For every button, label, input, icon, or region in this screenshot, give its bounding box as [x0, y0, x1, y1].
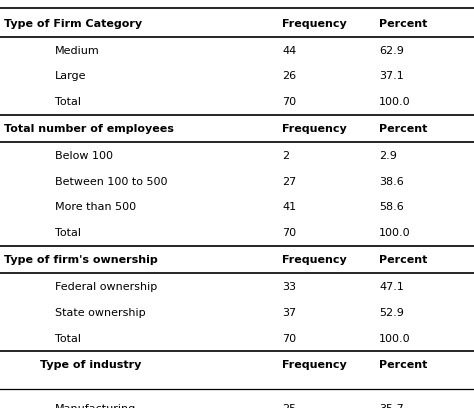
- Text: Medium: Medium: [55, 46, 99, 56]
- Text: 37: 37: [282, 308, 296, 318]
- Text: 33: 33: [282, 282, 296, 292]
- Text: Type of Firm Category: Type of Firm Category: [4, 19, 142, 29]
- Text: Total: Total: [55, 228, 81, 238]
- Text: Federal ownership: Federal ownership: [55, 282, 157, 292]
- Text: 52.9: 52.9: [379, 308, 404, 318]
- Text: Total: Total: [55, 97, 81, 107]
- Text: Percent: Percent: [379, 361, 428, 370]
- Text: 38.6: 38.6: [379, 177, 404, 187]
- Text: 70: 70: [282, 97, 296, 107]
- Text: Below 100: Below 100: [55, 151, 112, 161]
- Text: 47.1: 47.1: [379, 282, 404, 292]
- Text: Frequency: Frequency: [282, 124, 347, 134]
- Text: More than 500: More than 500: [55, 202, 136, 213]
- Text: Type of industry: Type of industry: [40, 361, 142, 370]
- Text: 25: 25: [282, 404, 296, 408]
- Text: 27: 27: [282, 177, 296, 187]
- Text: Large: Large: [55, 71, 86, 82]
- Text: Frequency: Frequency: [282, 19, 347, 29]
- Text: Total: Total: [55, 333, 81, 344]
- Text: Type of firm's ownership: Type of firm's ownership: [4, 255, 157, 265]
- Text: 100.0: 100.0: [379, 228, 411, 238]
- Text: State ownership: State ownership: [55, 308, 145, 318]
- Text: Total number of employees: Total number of employees: [4, 124, 173, 134]
- Text: 2.9: 2.9: [379, 151, 397, 161]
- Text: 37.1: 37.1: [379, 71, 404, 82]
- Text: 70: 70: [282, 228, 296, 238]
- Text: 100.0: 100.0: [379, 333, 411, 344]
- Text: 100.0: 100.0: [379, 97, 411, 107]
- Text: Frequency: Frequency: [282, 255, 347, 265]
- Text: 35.7: 35.7: [379, 404, 404, 408]
- Text: 44: 44: [282, 46, 296, 56]
- Text: Frequency: Frequency: [282, 361, 347, 370]
- Text: 26: 26: [282, 71, 296, 82]
- Text: Percent: Percent: [379, 124, 428, 134]
- Text: 41: 41: [282, 202, 296, 213]
- Text: Percent: Percent: [379, 19, 428, 29]
- Text: Between 100 to 500: Between 100 to 500: [55, 177, 167, 187]
- Text: 70: 70: [282, 333, 296, 344]
- Text: 58.6: 58.6: [379, 202, 404, 213]
- Text: 2: 2: [282, 151, 289, 161]
- Text: Percent: Percent: [379, 255, 428, 265]
- Text: Manufacturing: Manufacturing: [55, 404, 136, 408]
- Text: 62.9: 62.9: [379, 46, 404, 56]
